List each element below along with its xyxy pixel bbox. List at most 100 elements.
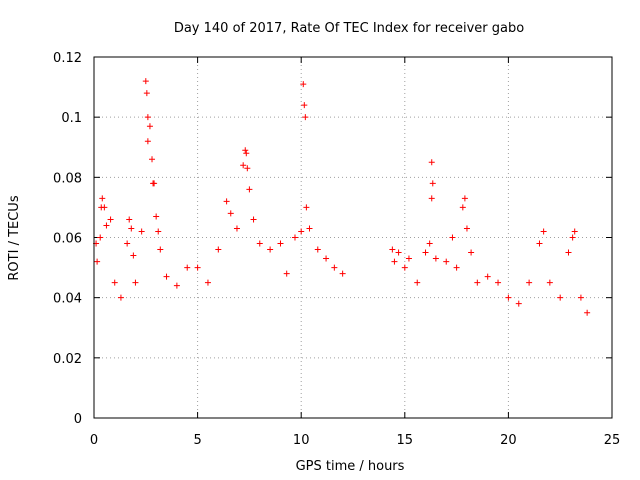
data-point bbox=[505, 294, 512, 301]
data-point bbox=[243, 150, 250, 157]
data-point bbox=[546, 279, 553, 286]
data-point bbox=[97, 234, 104, 241]
data-point bbox=[463, 225, 470, 232]
data-point bbox=[443, 258, 450, 265]
data-point bbox=[142, 78, 149, 85]
data-point bbox=[256, 240, 263, 247]
data-point bbox=[405, 255, 412, 262]
data-point bbox=[301, 102, 308, 109]
data-point bbox=[298, 228, 305, 235]
data-point bbox=[215, 246, 222, 253]
data-point bbox=[146, 123, 153, 130]
data-point bbox=[468, 249, 475, 256]
data-point bbox=[584, 309, 591, 316]
data-point bbox=[302, 114, 309, 121]
data-point bbox=[389, 246, 396, 253]
data-point bbox=[277, 240, 284, 247]
data-point bbox=[432, 255, 439, 262]
data-point bbox=[306, 225, 313, 232]
data-point bbox=[536, 240, 543, 247]
data-point bbox=[144, 138, 151, 145]
plot-frame bbox=[93, 56, 613, 419]
data-point bbox=[426, 240, 433, 247]
data-point bbox=[244, 165, 251, 172]
data-point bbox=[495, 279, 502, 286]
data-point bbox=[453, 264, 460, 271]
data-point bbox=[242, 147, 249, 154]
data-point bbox=[565, 249, 572, 256]
data-point bbox=[144, 114, 151, 121]
data-point bbox=[99, 195, 106, 202]
data-point bbox=[391, 258, 398, 265]
y-tick-label: 0.02 bbox=[53, 352, 82, 367]
data-point bbox=[240, 162, 247, 169]
data-point bbox=[163, 273, 170, 280]
data-point bbox=[132, 279, 139, 286]
y-tick-label: 0.1 bbox=[61, 111, 82, 126]
data-point bbox=[569, 234, 576, 241]
data-point bbox=[401, 264, 408, 271]
data-point bbox=[323, 255, 330, 262]
data-point bbox=[314, 246, 321, 253]
data-point bbox=[540, 228, 547, 235]
y-tick-label: 0.08 bbox=[53, 171, 82, 186]
data-point bbox=[117, 294, 124, 301]
data-point bbox=[111, 279, 118, 286]
data-point bbox=[107, 216, 114, 223]
data-point bbox=[223, 198, 230, 205]
data-point bbox=[515, 300, 522, 307]
data-point bbox=[557, 294, 564, 301]
data-point bbox=[449, 234, 456, 241]
y-tick-label: 0 bbox=[74, 412, 82, 427]
data-point bbox=[246, 186, 253, 193]
data-point bbox=[459, 204, 466, 211]
data-point bbox=[291, 234, 298, 241]
data-point bbox=[300, 81, 307, 88]
data-point bbox=[428, 159, 435, 166]
x-tick-label: 15 bbox=[397, 433, 414, 448]
y-tick-label: 0.12 bbox=[53, 51, 82, 66]
data-point bbox=[126, 216, 133, 223]
data-point bbox=[184, 264, 191, 271]
data-point bbox=[227, 210, 234, 217]
data-point bbox=[130, 252, 137, 259]
y-axis-label: ROTI / TECUs bbox=[7, 195, 22, 280]
data-point bbox=[151, 180, 158, 187]
data-point bbox=[233, 225, 240, 232]
data-point bbox=[94, 258, 101, 265]
x-tick-label: 20 bbox=[500, 433, 517, 448]
data-point bbox=[331, 264, 338, 271]
data-point bbox=[101, 204, 108, 211]
data-point bbox=[155, 228, 162, 235]
chart-title: Day 140 of 2017, Rate Of TEC Index for r… bbox=[174, 21, 524, 36]
y-tick-label: 0.06 bbox=[53, 232, 82, 247]
data-point bbox=[250, 216, 257, 223]
data-point bbox=[461, 195, 468, 202]
x-tick-label: 5 bbox=[193, 433, 201, 448]
data-point bbox=[103, 222, 110, 229]
data-point bbox=[484, 273, 491, 280]
x-axis-label: GPS time / hours bbox=[296, 459, 405, 474]
y-tick-label: 0.04 bbox=[53, 292, 82, 307]
data-point bbox=[204, 279, 211, 286]
data-point bbox=[577, 294, 584, 301]
data-point bbox=[422, 249, 429, 256]
data-point bbox=[283, 270, 290, 277]
data-point bbox=[143, 90, 150, 97]
data-point bbox=[153, 213, 160, 220]
data-point bbox=[157, 246, 164, 253]
data-point bbox=[138, 228, 145, 235]
data-point bbox=[428, 195, 435, 202]
data-point bbox=[474, 279, 481, 286]
data-point bbox=[173, 282, 180, 289]
x-tick-label: 0 bbox=[90, 433, 98, 448]
data-point bbox=[267, 246, 274, 253]
data-point bbox=[395, 249, 402, 256]
data-point bbox=[303, 204, 310, 211]
data-point bbox=[414, 279, 421, 286]
data-point bbox=[571, 228, 578, 235]
x-tick-label: 10 bbox=[293, 433, 310, 448]
x-tick-label: 25 bbox=[604, 433, 621, 448]
data-point bbox=[194, 264, 201, 271]
